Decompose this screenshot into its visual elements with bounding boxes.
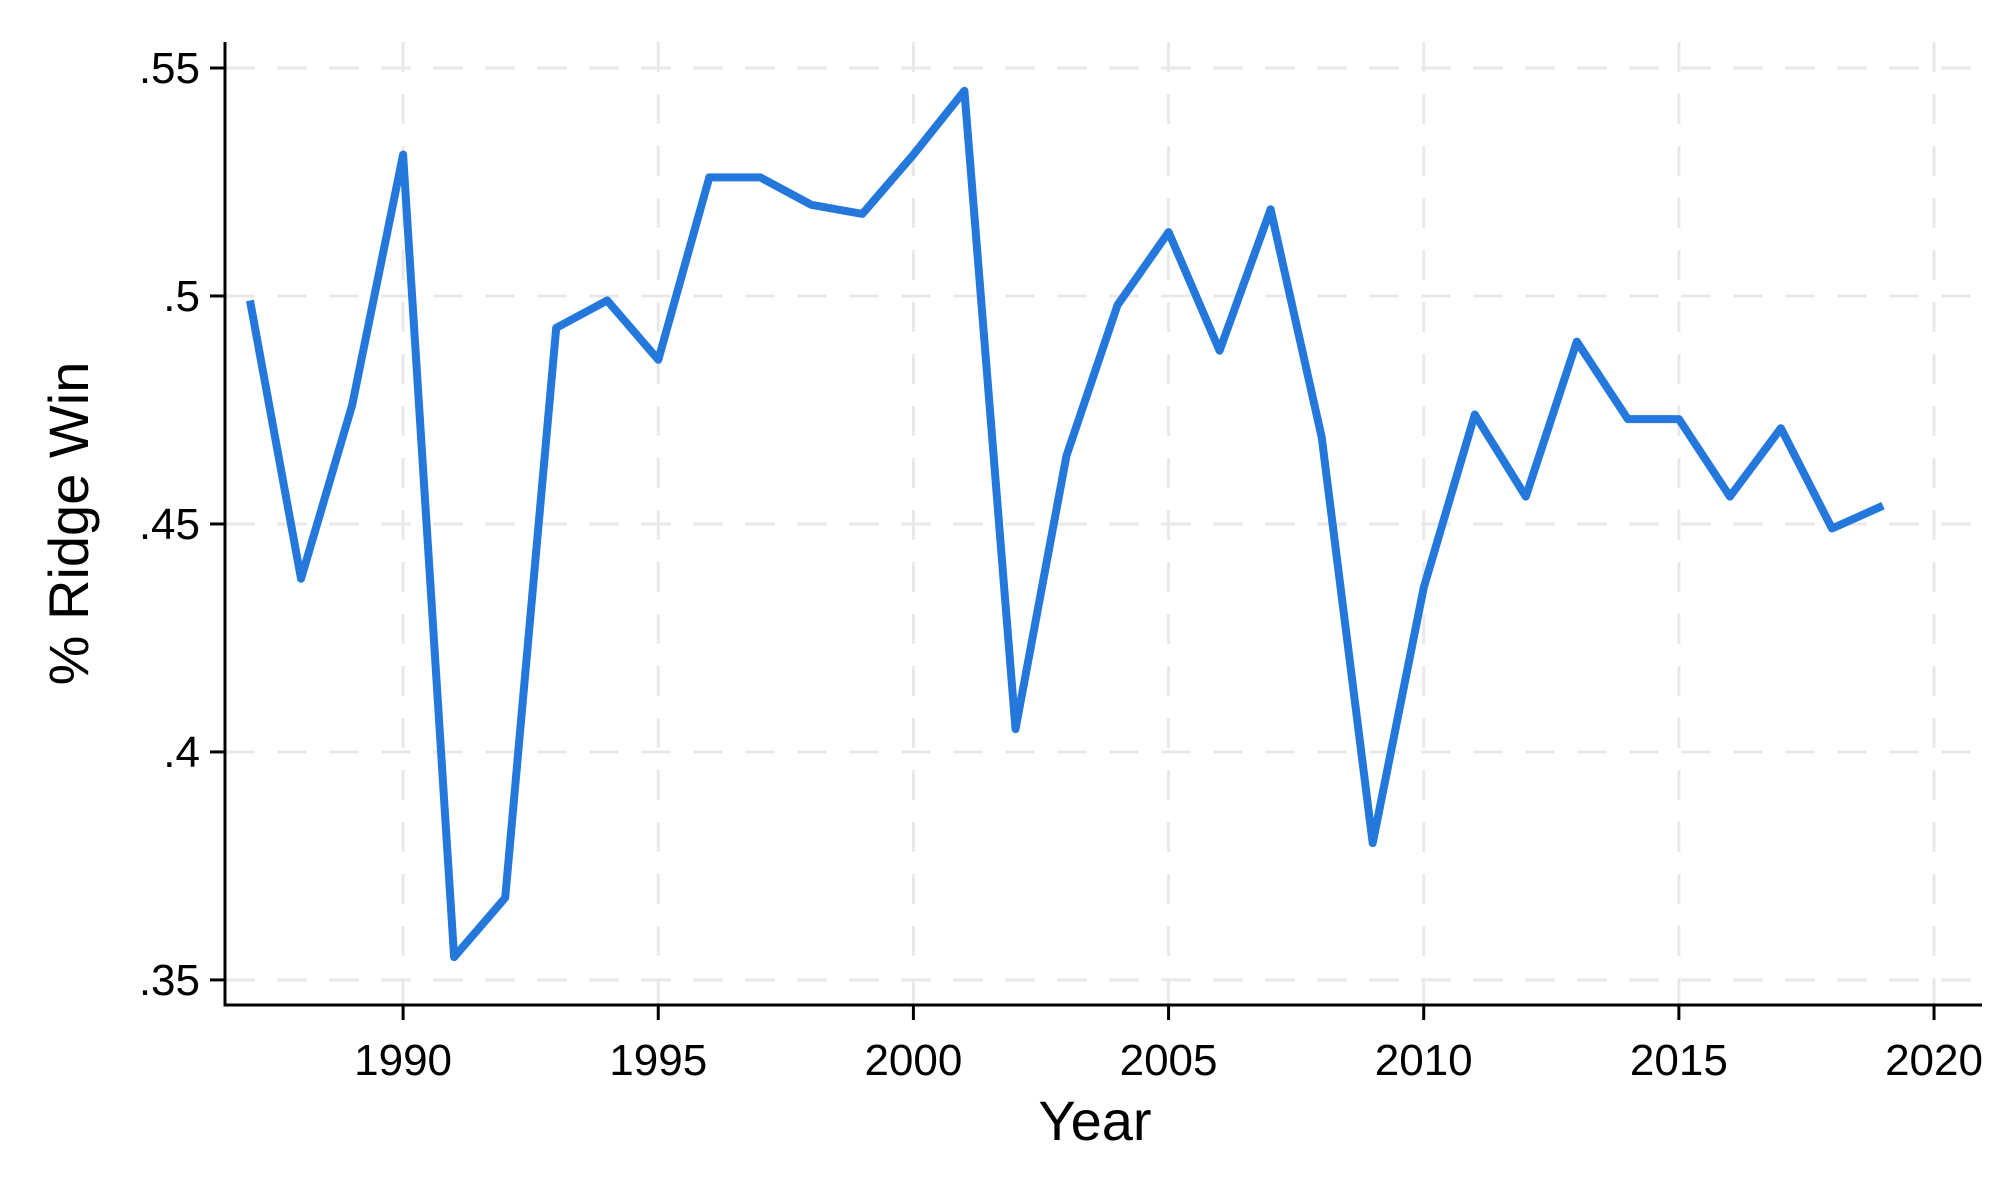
- y-axis-title: % Ridge Win: [37, 362, 100, 686]
- axes: [210, 42, 1982, 1020]
- y-tick-label: .55: [139, 44, 200, 93]
- x-tick-label: 1995: [609, 1036, 707, 1085]
- x-tick-label: 2020: [1885, 1036, 1983, 1085]
- tick-labels: .35 .4 .45 .5 .55 1990 1995 2000 2005 2010 2015 202…: [139, 44, 1983, 1085]
- y-tick-label: .35: [139, 956, 200, 1005]
- y-tick-label: .5: [163, 272, 200, 321]
- x-axis-title: Year: [1038, 1089, 1151, 1152]
- x-tick-label: 2015: [1630, 1036, 1728, 1085]
- y-tick-label: .4: [163, 728, 200, 777]
- data-series: [246, 86, 1885, 962]
- ridge-win-line: [246, 86, 1885, 962]
- x-tick-label: 2000: [864, 1036, 962, 1085]
- x-tick-label: 1990: [354, 1036, 452, 1085]
- x-tick-label: 2010: [1375, 1036, 1473, 1085]
- y-tick-label: .45: [139, 500, 200, 549]
- x-tick-label: 2005: [1120, 1036, 1218, 1085]
- gridlines: [225, 42, 1982, 1005]
